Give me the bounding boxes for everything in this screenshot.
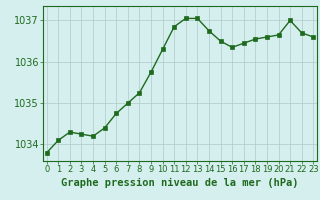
X-axis label: Graphe pression niveau de la mer (hPa): Graphe pression niveau de la mer (hPa)	[61, 178, 299, 188]
